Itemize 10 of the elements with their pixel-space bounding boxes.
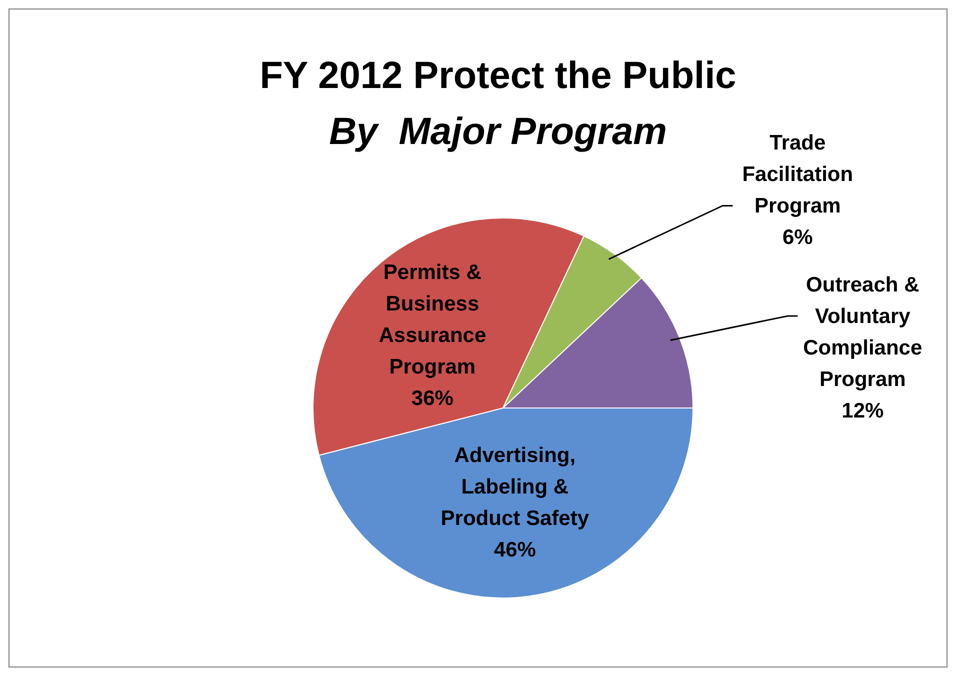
slice-label: Outreach & Voluntary Compliance Program <box>803 273 922 391</box>
data-label: 36% <box>411 386 454 410</box>
slice-label: Advertising, Labeling & Product Safety <box>440 444 590 530</box>
chart-subtitle: By Major Program <box>329 111 667 153</box>
data-label: 12% <box>842 399 884 422</box>
slice-label: Permits & Business Assurance Program <box>378 260 486 378</box>
data-label: 46% <box>494 538 536 562</box>
chart-title: FY 2012 Protect the Public <box>260 55 736 97</box>
slice-label: Trade Facilitation Program <box>742 132 854 218</box>
data-label: 6% <box>782 226 814 250</box>
